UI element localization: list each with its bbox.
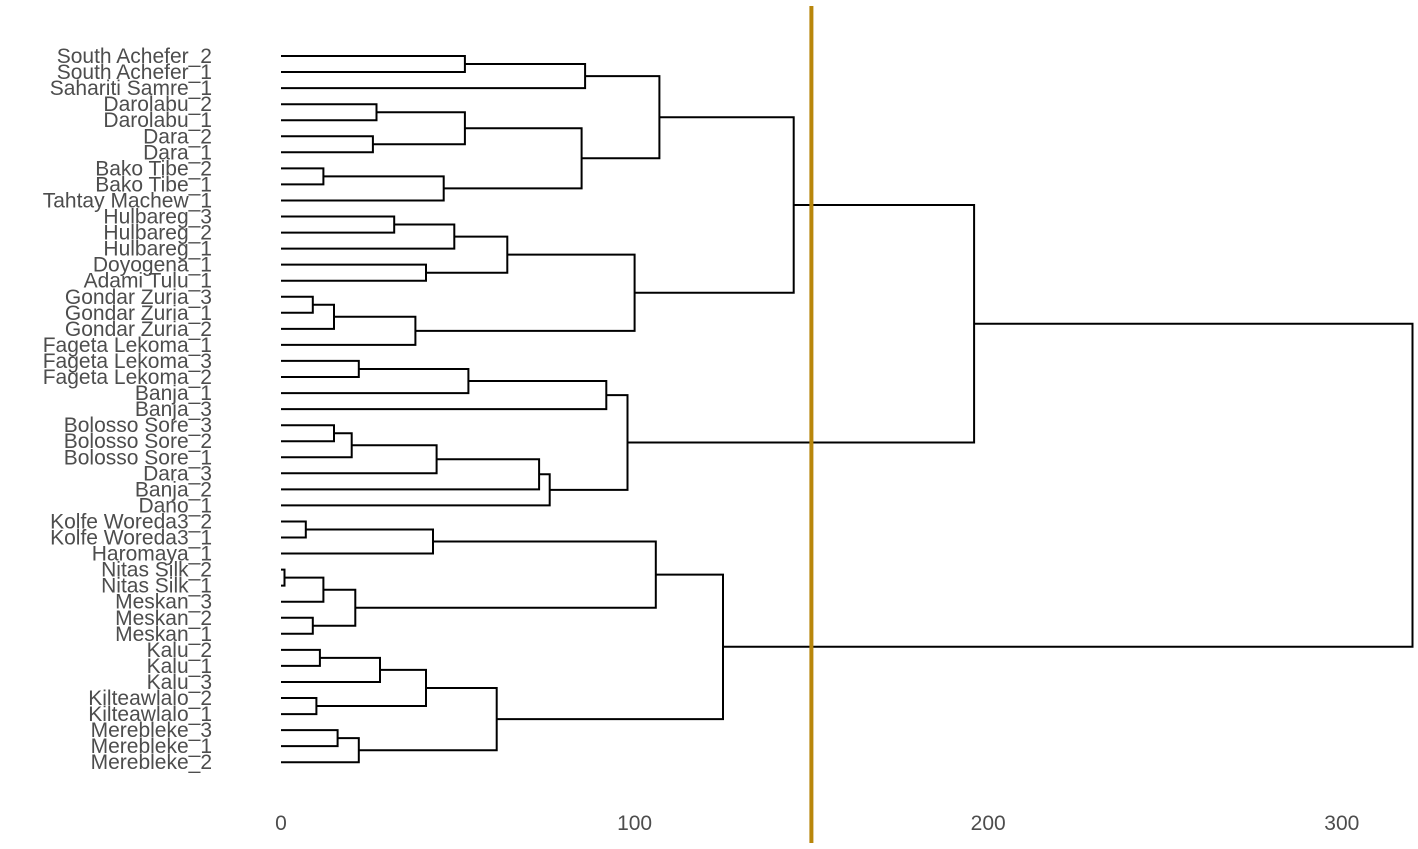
leaf-label: Hulbareg_1 bbox=[103, 238, 212, 261]
leaf-label: Darolabu_1 bbox=[103, 109, 212, 132]
leaf-label: Meskan_1 bbox=[115, 623, 212, 646]
leaf-label: Fageta Lekoma_1 bbox=[43, 334, 212, 357]
x-tick-label: 300 bbox=[1324, 812, 1359, 835]
leaf-label: Kalu_2 bbox=[147, 639, 212, 662]
x-tick-label: 100 bbox=[617, 812, 652, 835]
dendrogram-link-15 bbox=[281, 303, 335, 330]
leaf-label: Kolfe Woreda3_2 bbox=[50, 511, 212, 534]
dendrogram-link-17 bbox=[415, 253, 636, 332]
dendrogram-link-23 bbox=[281, 432, 353, 459]
dendrogram-link-40 bbox=[281, 729, 339, 748]
dendrogram-link-20 bbox=[281, 368, 470, 395]
dendrogram-link-16 bbox=[281, 315, 417, 346]
leaf-label: Nitas Silk_1 bbox=[101, 575, 212, 598]
leaf-label: Banja_2 bbox=[135, 478, 212, 501]
dendrogram-link-21 bbox=[281, 380, 608, 411]
dendrogram-link-19 bbox=[281, 359, 360, 378]
leaf-label: Meskan_3 bbox=[115, 591, 212, 614]
dendrogram-link-2 bbox=[281, 63, 587, 90]
dendrogram-link-39 bbox=[316, 668, 427, 707]
dendrogram-link-43 bbox=[496, 573, 724, 721]
leaf-label: Bako Tibe_2 bbox=[95, 157, 212, 180]
dendrogram-link-42 bbox=[358, 687, 498, 752]
x-tick-label: 0 bbox=[275, 812, 287, 835]
leaf-label: Kalu_1 bbox=[147, 655, 212, 678]
dendrogram-link-12 bbox=[281, 263, 427, 282]
dendrogram-link-4 bbox=[281, 135, 374, 154]
dendrogram-link-38 bbox=[281, 697, 318, 716]
dendrogram-link-41 bbox=[281, 737, 360, 764]
dendrogram-link-28 bbox=[627, 204, 976, 444]
leaf-label: Meskan_2 bbox=[115, 607, 212, 630]
dendrogram-link-10 bbox=[281, 215, 396, 234]
dendrogram-link-9 bbox=[581, 75, 661, 160]
leaf-label: Doyogena_1 bbox=[93, 254, 212, 277]
dendrogram-link-5 bbox=[372, 111, 466, 146]
dendrogram-link-37 bbox=[281, 656, 381, 683]
leaf-label: Banja_3 bbox=[135, 398, 212, 421]
leaf-label: Sahariti Samre_1 bbox=[50, 77, 212, 100]
leaf-label: Kilteawlalo_2 bbox=[88, 687, 212, 710]
dendrogram-link-35 bbox=[355, 540, 657, 609]
leaf-label: Gondar Zuria_3 bbox=[65, 286, 212, 309]
leaf-label: Dara_1 bbox=[143, 141, 212, 164]
dendrogram-link-14 bbox=[281, 295, 314, 314]
dendrogram-link-3 bbox=[281, 103, 378, 122]
leaf-label: Bako Tibe_1 bbox=[95, 173, 212, 196]
leaf-label: Bolosso Sore_2 bbox=[64, 430, 212, 453]
leaf-label: South Achefer_2 bbox=[57, 45, 212, 68]
leaf-label: Merebleke_2 bbox=[91, 751, 212, 774]
dendrogram-link-33 bbox=[281, 616, 314, 635]
leaf-label: South Achefer_1 bbox=[57, 61, 212, 84]
leaf-label: Gondar Zuria_2 bbox=[65, 318, 212, 341]
dendrogram-link-7 bbox=[281, 175, 445, 202]
dendrogram-link-1 bbox=[281, 55, 466, 73]
leaf-label: Hulbareg_2 bbox=[103, 222, 212, 245]
leaf-label: Kolfe Woreda3_1 bbox=[50, 527, 212, 550]
leaf-label: Gondar Zuria_1 bbox=[65, 302, 212, 325]
dendrogram-link-34 bbox=[312, 588, 357, 627]
dendrogram-link-32 bbox=[281, 576, 325, 603]
leaf-label: Nitas Silk_2 bbox=[101, 559, 212, 582]
leaf-label: Kalu_3 bbox=[147, 671, 212, 694]
leaf-label: Hulbareg_3 bbox=[103, 206, 212, 229]
leaf-label: Fageta Lekoma_3 bbox=[43, 350, 212, 373]
leaf-label: Kilteawlalo_1 bbox=[88, 703, 212, 726]
leaf-label: Bolosso Sore_1 bbox=[64, 446, 212, 469]
leaf-label: Fageta Lekoma_2 bbox=[43, 366, 212, 389]
leaf-label: Dara_2 bbox=[143, 125, 212, 148]
dendrogram-link-30 bbox=[281, 528, 434, 555]
leaf-label: Haromaya_1 bbox=[92, 543, 212, 566]
leaf-label: Dara_3 bbox=[143, 462, 212, 485]
leaf-label: Adami Tulu_1 bbox=[84, 270, 212, 293]
leaf-label: Merebleke_3 bbox=[91, 719, 212, 742]
dendrogram-link-36 bbox=[281, 648, 321, 667]
dendrogram-link-44 bbox=[723, 322, 1414, 648]
dendrogram-link-22 bbox=[281, 424, 335, 443]
dendrogram-link-29 bbox=[281, 520, 307, 539]
dendrogram-link-11 bbox=[281, 223, 456, 250]
dendrogram-link-25 bbox=[281, 458, 541, 491]
leaf-label: Merebleke_1 bbox=[91, 735, 212, 758]
x-tick-label: 200 bbox=[971, 812, 1006, 835]
leaf-label: Dano_1 bbox=[138, 494, 212, 517]
x-axis-ticks: 0 100 200 300 bbox=[275, 812, 1359, 835]
leaf-label: Darolabu_2 bbox=[103, 93, 212, 116]
leaf-label: Bolosso Sore_3 bbox=[64, 414, 212, 437]
dendrogram-link-31 bbox=[281, 568, 286, 587]
leaf-label: Tahtay Machew_1 bbox=[43, 190, 212, 213]
leaf-label: Banja_1 bbox=[135, 382, 212, 405]
dendrogram-link-13 bbox=[426, 235, 509, 274]
dendrogram-link-24 bbox=[281, 444, 438, 475]
dendrogram-link-6 bbox=[281, 167, 325, 186]
dendrogram-links bbox=[281, 55, 1414, 764]
